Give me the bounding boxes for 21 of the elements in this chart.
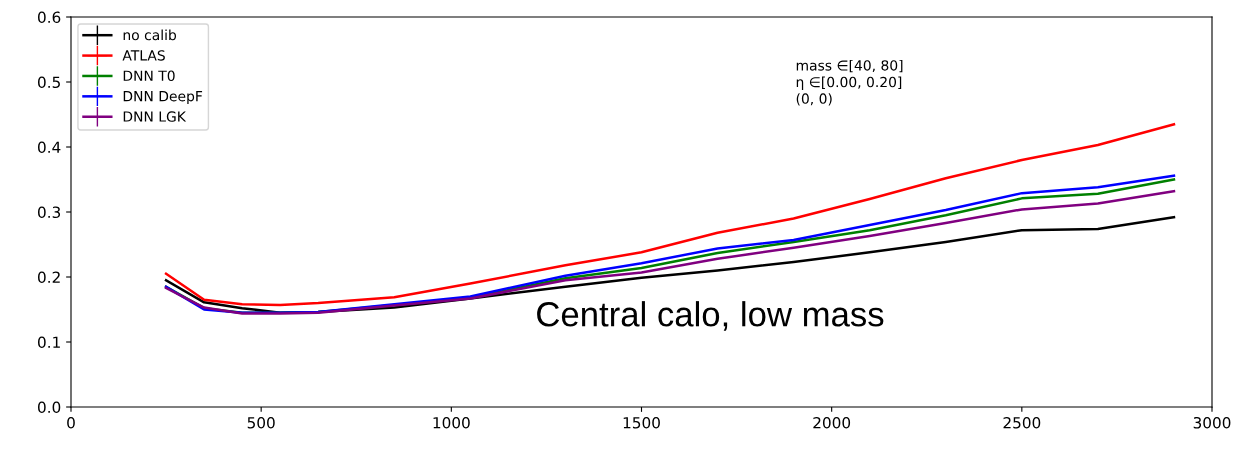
legend-label: DNN DeepF [123,91,203,105]
legend-label: no calib [123,29,177,41]
x-tick-label: 1500 [623,416,660,429]
y-tick-label: 0.3 [37,206,61,219]
x-tick-label: 3000 [1193,416,1231,429]
legend-label: ATLAS [122,50,165,61]
legend-label: DNN LGK [123,111,187,122]
y-tick-label: 0.1 [37,336,60,349]
x-tick-label: 1000 [433,416,470,429]
x-tick-label: 500 [247,416,275,429]
y-tick-label: 0.0 [37,401,61,414]
x-tick-label: 2500 [1003,416,1041,429]
y-tick-label: 0.6 [37,11,61,24]
x-tick-label: 2000 [813,416,851,429]
x-tick-label: 0 [67,416,75,429]
legend-label: DNN T0 [123,70,175,82]
y-tick-label: 0.4 [37,141,61,154]
annotation: mass ∈[40, 80] η ∈[0.00, 0.20] (0, 0) [796,59,903,106]
y-tick-label: 0.2 [37,271,60,284]
y-tick-label: 0.5 [37,76,60,89]
annotation: Central calo, low mass [537,301,884,331]
